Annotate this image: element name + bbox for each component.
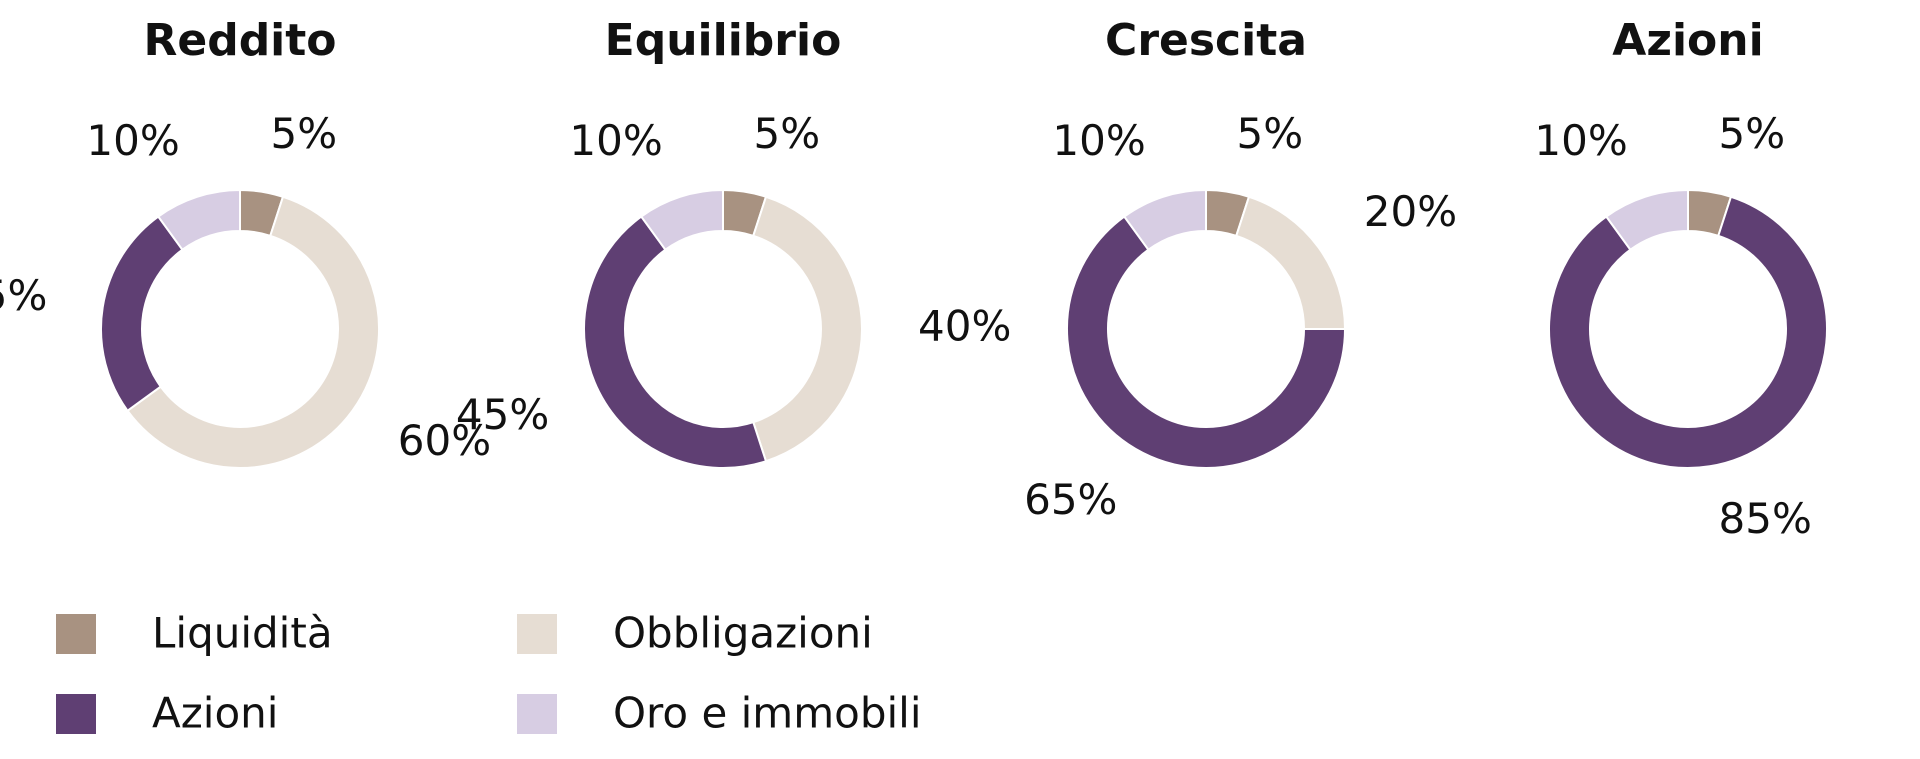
data-label: 20% bbox=[1364, 187, 1457, 236]
legend-label: Azioni bbox=[152, 689, 278, 738]
legend-swatch bbox=[56, 614, 96, 654]
donut-segment bbox=[1066, 215, 1347, 469]
chart-title: Equilibrio bbox=[605, 15, 842, 66]
data-label: 85% bbox=[1719, 494, 1812, 543]
data-label: 25% bbox=[0, 271, 47, 320]
legend-swatch bbox=[56, 694, 96, 734]
legend-label: Obbligazioni bbox=[613, 609, 873, 658]
donut-segment bbox=[752, 195, 863, 463]
data-label: 10% bbox=[1052, 116, 1145, 165]
data-label: 5% bbox=[271, 109, 338, 158]
chart-title: Crescita bbox=[1105, 15, 1307, 66]
chart-title: Azioni bbox=[1612, 15, 1763, 66]
data-label: 10% bbox=[1534, 116, 1627, 165]
donut-segment bbox=[126, 195, 380, 469]
data-label: 60% bbox=[398, 416, 491, 465]
data-label: 5% bbox=[754, 109, 821, 158]
legend-label: Liquidità bbox=[152, 609, 333, 658]
donut-segment bbox=[1235, 195, 1347, 330]
data-label: 10% bbox=[86, 116, 179, 165]
data-label: 45% bbox=[456, 390, 549, 439]
donut-segment bbox=[583, 215, 768, 469]
donut-segment bbox=[156, 188, 241, 252]
legend-label: Oro e immobili bbox=[613, 689, 922, 738]
donut-segment bbox=[639, 188, 724, 252]
donut-segment bbox=[1122, 188, 1207, 252]
data-label: 5% bbox=[1719, 109, 1786, 158]
legend-swatch bbox=[517, 614, 557, 654]
data-label: 65% bbox=[1024, 475, 1117, 524]
chart-title: Reddito bbox=[143, 15, 336, 66]
donut-segment bbox=[1604, 188, 1689, 252]
donut-segment bbox=[100, 215, 184, 413]
legend-swatch bbox=[517, 694, 557, 734]
data-label: 10% bbox=[569, 116, 662, 165]
data-label: 40% bbox=[918, 302, 1011, 351]
data-label: 5% bbox=[1237, 109, 1304, 158]
donut-segment bbox=[1548, 195, 1828, 469]
